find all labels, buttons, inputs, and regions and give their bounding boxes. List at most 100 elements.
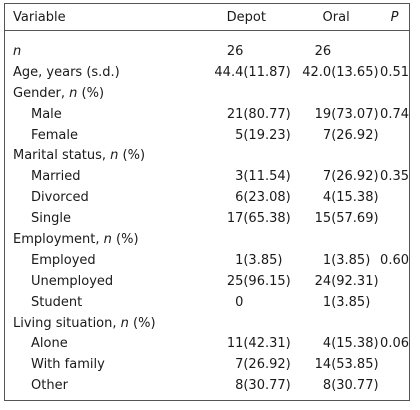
- oral-count: 19: [314, 106, 332, 122]
- section-label-n: n: [103, 231, 112, 247]
- depot-cell: 25 (96.15): [200, 271, 292, 292]
- p-value: 0.06: [380, 336, 409, 352]
- depot-count: 5: [235, 127, 244, 143]
- oral-cell: 7 (26.92): [292, 125, 380, 146]
- oral-percent: (15.38): [331, 336, 379, 352]
- oral-percent: (92.31): [331, 273, 379, 289]
- section-label: Living situation, n (%): [5, 313, 409, 334]
- header-variable: Variable: [5, 4, 201, 31]
- p-value: [380, 354, 409, 375]
- oral-count: 7: [322, 169, 332, 185]
- p-value: [380, 292, 409, 313]
- depot-percent: (26.92): [243, 357, 291, 373]
- oral-count: 1: [322, 294, 332, 310]
- oral-percent: (73.07): [331, 106, 379, 122]
- depot-percent: (30.77): [243, 378, 291, 394]
- section-row: Gender, n (%): [5, 83, 409, 104]
- depot-count: 1: [235, 252, 244, 268]
- depot-count: 6: [235, 190, 244, 206]
- p-value: [380, 187, 409, 208]
- depot-cell: 44.4 (11.87): [200, 62, 292, 83]
- row-label: Divorced: [31, 190, 89, 206]
- depot-cell: 17 (65.38): [200, 208, 292, 229]
- table-row: n 26 26: [5, 41, 409, 62]
- oral-percent: (15.38): [331, 190, 379, 206]
- oral-count: 7: [322, 127, 332, 143]
- row-label: With family: [31, 357, 105, 373]
- depot-cell: 6 (23.08): [200, 187, 292, 208]
- header-p: P: [380, 4, 409, 31]
- table-row: Female 5 (19.23) 7 (26.92): [5, 125, 409, 146]
- row-label: Age, years (s.d.): [13, 64, 120, 80]
- section-label-n: n: [120, 315, 129, 331]
- oral-count: 24: [314, 273, 332, 289]
- depot-cell: 5 (19.23): [200, 125, 292, 146]
- demographics-table-frame: Variable Depot Oral P n 26 26 Age, years…: [4, 3, 410, 401]
- row-label: Student: [31, 294, 83, 310]
- table-row: Employed 1 (3.85) 1 (3.85) 0.60: [5, 250, 409, 271]
- oral-percent: (30.77): [331, 378, 379, 394]
- depot-cell: 3 (11.54): [200, 166, 292, 187]
- table-row: Single 17 (65.38) 15 (57.69): [5, 208, 409, 229]
- table-row: Unemployed 25 (96.15) 24 (92.31): [5, 271, 409, 292]
- depot-count: 26: [226, 43, 244, 59]
- header-depot: Depot: [200, 4, 293, 31]
- depot-cell: 21 (80.77): [200, 104, 292, 125]
- depot-cell: 26: [200, 41, 292, 62]
- depot-cell: 11 (42.31): [200, 333, 292, 354]
- depot-count: 25: [226, 273, 244, 289]
- section-label-tail: (%): [128, 315, 156, 331]
- oral-count: 26: [314, 43, 332, 59]
- depot-count: 11: [226, 336, 244, 352]
- section-label: Marital status, n (%): [5, 145, 409, 166]
- section-label: Employment, n (%): [5, 229, 409, 250]
- oral-cell: 24 (92.31): [292, 271, 380, 292]
- row-label: Other: [31, 378, 68, 394]
- p-value: [380, 125, 409, 146]
- depot-count: 0: [235, 294, 244, 310]
- oral-cell: 8 (30.77): [292, 375, 380, 396]
- depot-count: 8: [235, 378, 244, 394]
- depot-percent: (23.08): [243, 190, 291, 206]
- oral-cell: 7 (26.92): [292, 166, 380, 187]
- row-label: Alone: [31, 336, 68, 352]
- section-row: Living situation, n (%): [5, 313, 409, 334]
- depot-cell: 0: [200, 292, 292, 313]
- depot-cell: 1 (3.85): [200, 250, 292, 271]
- oral-cell: 42.0 (13.65): [292, 62, 380, 83]
- depot-count: 44.4: [214, 64, 244, 80]
- oral-cell: 1 (3.85): [292, 250, 380, 271]
- oral-count: 14: [314, 357, 332, 373]
- depot-count: 7: [235, 357, 244, 373]
- p-value: [380, 271, 409, 292]
- row-label: Male: [31, 106, 62, 122]
- depot-percent: (11.54): [243, 169, 291, 185]
- section-label-text: Marital status,: [13, 148, 111, 164]
- row-label: Unemployed: [31, 273, 114, 289]
- table-row: Married 3 (11.54) 7 (26.92) 0.35: [5, 166, 409, 187]
- section-label-tail: (%): [118, 148, 146, 164]
- depot-percent: (19.23): [243, 127, 291, 143]
- depot-percent: (3.85): [243, 252, 283, 268]
- p-value: [380, 208, 409, 229]
- oral-cell: 15 (57.69): [292, 208, 380, 229]
- oral-count: 1: [322, 252, 332, 268]
- oral-count: 8: [322, 378, 332, 394]
- table-row: Student 0 1 (3.85): [5, 292, 409, 313]
- header-row: Variable Depot Oral P: [5, 4, 409, 31]
- depot-percent: (65.38): [243, 211, 291, 227]
- header-p-label: P: [390, 9, 399, 25]
- depot-percent: (42.31): [243, 336, 291, 352]
- depot-count: 21: [226, 106, 244, 122]
- table-row: Age, years (s.d.) 44.4 (11.87) 42.0 (13.…: [5, 62, 409, 83]
- section-label: Gender, n (%): [5, 83, 409, 104]
- table-row: Divorced 6 (23.08) 4 (15.38): [5, 187, 409, 208]
- row-label: n: [5, 41, 200, 62]
- oral-count: 42.0: [302, 64, 332, 80]
- table-row: Male 21 (80.77) 19 (73.07) 0.74: [5, 104, 409, 125]
- oral-percent: (53.85): [331, 357, 379, 373]
- depot-count: 3: [235, 169, 244, 185]
- oral-cell: 4 (15.38): [292, 187, 380, 208]
- row-label: Female: [31, 127, 79, 143]
- p-value: [380, 375, 409, 396]
